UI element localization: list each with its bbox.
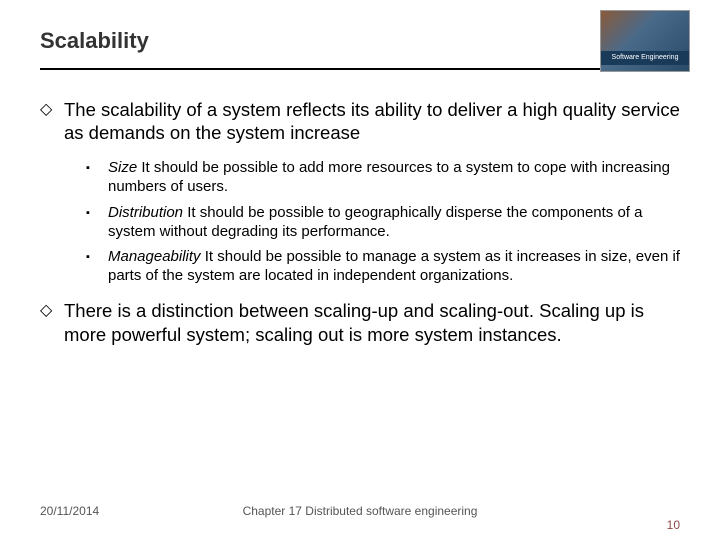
sub-bullet-text: Size It should be possible to add more r… <box>108 158 680 196</box>
sub-bullet-item: ▪ Distribution It should be possible to … <box>86 203 680 241</box>
sub-bullet-text: Distribution It should be possible to ge… <box>108 203 680 241</box>
footer-chapter: Chapter 17 Distributed software engineer… <box>40 504 680 518</box>
sub-label: Size <box>108 159 137 176</box>
square-bullet-icon: ▪ <box>86 247 108 264</box>
slide-title: Scalability <box>40 28 680 54</box>
sub-bullet-text: Manageability It should be possible to m… <box>108 247 680 285</box>
footer-page-number: 10 <box>667 518 680 532</box>
square-bullet-icon: ▪ <box>86 203 108 220</box>
book-cover-image: Software Engineering <box>600 10 690 72</box>
diamond-bullet-icon: ◇ <box>40 98 64 120</box>
slide-footer: 20/11/2014 Chapter 17 Distributed softwa… <box>0 504 720 518</box>
diamond-bullet-icon: ◇ <box>40 299 64 321</box>
sub-label: Distribution <box>108 204 183 221</box>
bullet-item: ◇ The scalability of a system reflects i… <box>40 98 680 144</box>
book-cover-label: Software Engineering <box>601 51 689 65</box>
sub-bullet-list: ▪ Size It should be possible to add more… <box>86 158 680 285</box>
footer-date: 20/11/2014 <box>40 504 99 518</box>
slide-body: ◇ The scalability of a system reflects i… <box>0 70 720 346</box>
sub-bullet-item: ▪ Manageability It should be possible to… <box>86 247 680 285</box>
sub-label: Manageability <box>108 248 201 265</box>
bullet-item: ◇ There is a distinction between scaling… <box>40 299 680 345</box>
bullet-text: There is a distinction between scaling-u… <box>64 299 680 345</box>
bullet-text: The scalability of a system reflects its… <box>64 98 680 144</box>
sub-bullet-item: ▪ Size It should be possible to add more… <box>86 158 680 196</box>
square-bullet-icon: ▪ <box>86 158 108 175</box>
